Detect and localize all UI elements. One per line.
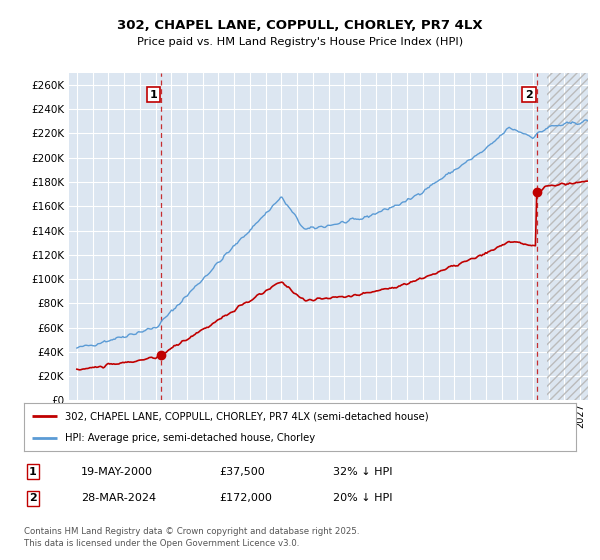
Text: 1: 1 [150, 90, 157, 100]
Text: 302, CHAPEL LANE, COPPULL, CHORLEY, PR7 4LX: 302, CHAPEL LANE, COPPULL, CHORLEY, PR7 … [117, 18, 483, 32]
Text: £172,000: £172,000 [219, 493, 272, 503]
Text: 2: 2 [29, 493, 37, 503]
Text: 20% ↓ HPI: 20% ↓ HPI [333, 493, 392, 503]
Text: 32% ↓ HPI: 32% ↓ HPI [333, 466, 392, 477]
Text: HPI: Average price, semi-detached house, Chorley: HPI: Average price, semi-detached house,… [65, 433, 316, 443]
Text: £37,500: £37,500 [219, 466, 265, 477]
Text: 28-MAR-2024: 28-MAR-2024 [81, 493, 156, 503]
Text: 2: 2 [525, 90, 533, 100]
Bar [547, 73, 588, 400]
Text: 1: 1 [29, 466, 37, 477]
Text: 19-MAY-2000: 19-MAY-2000 [81, 466, 153, 477]
Text: Price paid vs. HM Land Registry's House Price Index (HPI): Price paid vs. HM Land Registry's House … [137, 37, 463, 47]
Text: Contains HM Land Registry data © Crown copyright and database right 2025.
This d: Contains HM Land Registry data © Crown c… [24, 527, 359, 548]
Text: 302, CHAPEL LANE, COPPULL, CHORLEY, PR7 4LX (semi-detached house): 302, CHAPEL LANE, COPPULL, CHORLEY, PR7 … [65, 411, 429, 421]
